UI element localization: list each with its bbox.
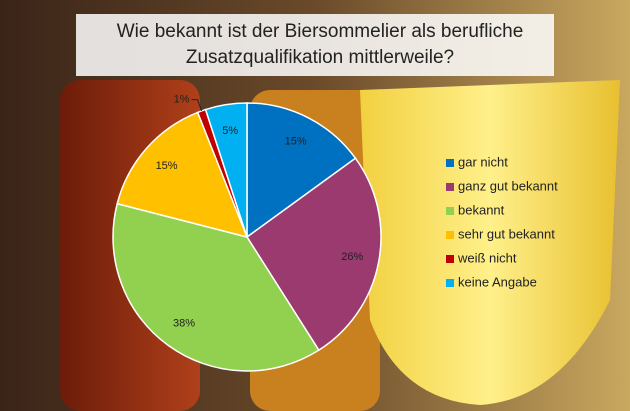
legend-swatch xyxy=(446,279,454,287)
legend-swatch xyxy=(446,207,454,215)
data-label: 1% xyxy=(174,94,190,106)
data-label: 38% xyxy=(173,318,195,330)
legend-label: ganz gut bekannt xyxy=(458,178,558,193)
pie-slice xyxy=(245,157,382,352)
data-label: 15% xyxy=(285,135,307,147)
chart-title: Wie bekannt ist der Biersommelier als be… xyxy=(76,14,554,76)
leader-line xyxy=(191,99,203,112)
legend-label: weiß nicht xyxy=(457,250,517,265)
legend-swatch xyxy=(446,183,454,191)
pie-slice xyxy=(204,102,248,238)
legend-swatch xyxy=(446,255,454,263)
data-label: 26% xyxy=(341,251,363,263)
data-label: 15% xyxy=(156,160,178,172)
glass xyxy=(360,80,620,405)
legend-label: keine Angabe xyxy=(458,274,537,289)
legend-label: sehr gut bekannt xyxy=(458,226,555,241)
legend-swatch xyxy=(446,159,454,167)
data-label: 5% xyxy=(222,125,238,137)
legend-label: gar nicht xyxy=(458,154,508,169)
legend-swatch xyxy=(446,231,454,239)
pie-slice xyxy=(246,102,357,239)
pie-slice xyxy=(116,111,249,239)
pie-slice xyxy=(112,202,320,372)
legend-label: bekannt xyxy=(458,202,505,217)
